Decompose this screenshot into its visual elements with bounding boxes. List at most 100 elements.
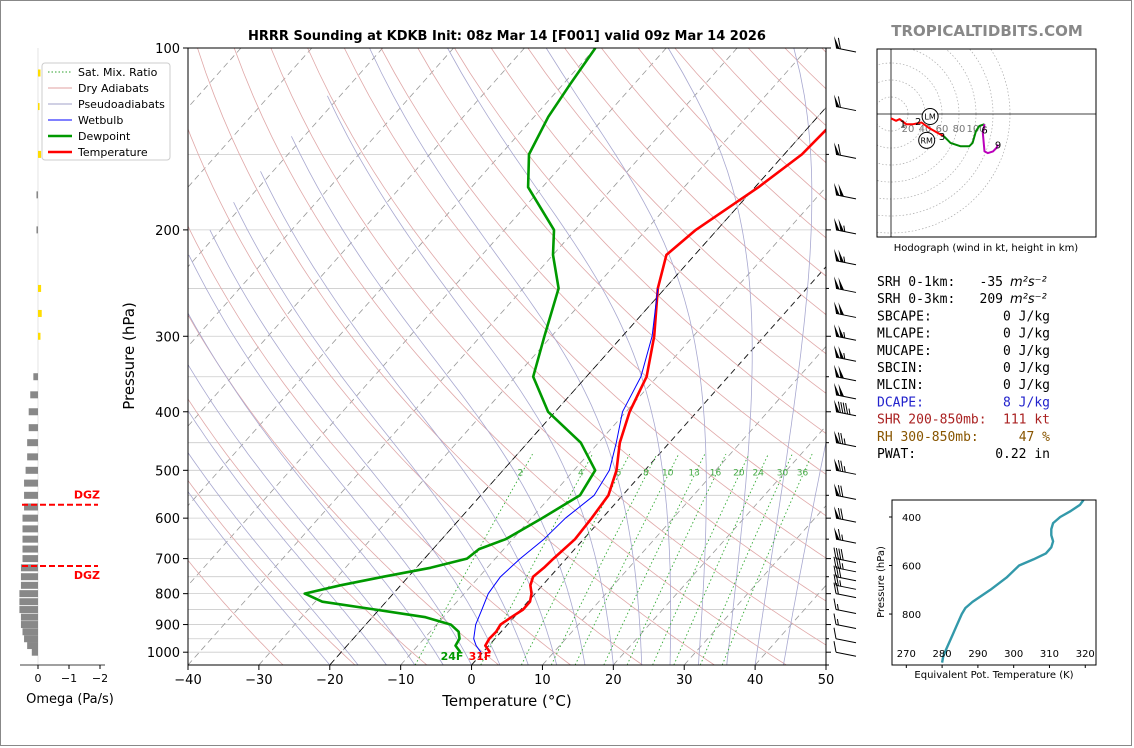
wind-barb — [834, 399, 857, 417]
barb-half — [836, 603, 839, 611]
mixing-ratio-line — [414, 453, 533, 665]
barb-flag — [834, 364, 840, 378]
index-label: SRH 0-1km: — [877, 275, 955, 290]
pseudoadiabat-line — [188, 490, 331, 665]
isotherm-line — [542, 345, 826, 665]
barb-full — [833, 627, 837, 639]
isotherm-line — [613, 425, 826, 665]
index-value: 0 J/kg — [1003, 378, 1050, 393]
barb-flag — [834, 483, 840, 497]
isotherm-line — [0, 48, 28, 665]
barb-full — [840, 548, 844, 561]
omega-tick-label: −1 — [61, 672, 77, 685]
dry-adiabat-line — [188, 127, 643, 665]
mixing-ratio-line — [626, 453, 727, 665]
x-tick-label: 10 — [534, 673, 551, 688]
skewt-axes: −40 −30 −20 −10 0 10 20 30 40 50 100 200 300 400 500 60… — [147, 42, 834, 688]
skewt-profiles — [303, 48, 826, 653]
barb-half — [843, 466, 846, 473]
barb-full — [838, 557, 842, 569]
barb-half — [843, 256, 846, 263]
wind-barb — [834, 430, 857, 448]
mixing-ratio-label: 4 — [578, 469, 584, 479]
omega-bar — [27, 439, 38, 447]
sounding-indices: SRH 0-1km: -35 m²s⁻² SRH 0-3km: 209 m²s⁻² SBCA… — [877, 275, 1050, 462]
mixing-ratio-line — [520, 453, 631, 665]
index-value: 0 J/kg — [1003, 361, 1050, 376]
barb-full — [837, 401, 841, 413]
pseudoadiabat-line — [188, 409, 387, 665]
theta-e-y-tick-label: 400 — [902, 513, 921, 524]
x-tick-label: −40 — [174, 673, 201, 688]
index-label: SRH 0-3km: — [877, 292, 955, 307]
theta-e-frame — [891, 499, 1097, 666]
barb-flag — [834, 248, 840, 262]
hodograph-ring-label: 80 — [953, 124, 966, 135]
barb-half — [841, 534, 844, 541]
theta-e-x-tick-label: 280 — [933, 649, 952, 660]
mixing-ratio-line — [574, 453, 680, 665]
omega-bar — [38, 150, 42, 158]
skewt-background-lines: 2 4 6 8 10 13 16 20 24 30 36 — [0, 48, 826, 665]
omega-bar — [38, 69, 41, 77]
mixing-ratio-label: 13 — [688, 469, 699, 479]
storm-motion-marker — [918, 131, 936, 149]
dry-adiabat-line — [601, 48, 826, 277]
index-value: 209 — [980, 292, 1003, 307]
wind-barb — [833, 641, 857, 657]
omega-bar — [19, 598, 38, 606]
barb-flag — [838, 383, 844, 397]
mixing-ratio-label: 2 — [517, 469, 523, 479]
barb-half — [843, 438, 846, 445]
wind-barb — [833, 574, 857, 590]
barb-flag — [834, 217, 840, 231]
dry-adiabat-line — [197, 48, 715, 665]
theta-e-y-tick-label: 800 — [902, 610, 921, 621]
index-row: PWAT: — [877, 447, 916, 462]
surface-temperature-label: 31F — [469, 650, 492, 663]
dry-adiabat-line — [270, 48, 826, 646]
hodograph-height-label: 3 — [939, 132, 945, 143]
theta-e-x-tick-label: 270 — [897, 649, 916, 660]
hodograph-ring-label: 60 — [936, 124, 949, 135]
skewt-plot-frame — [187, 47, 827, 666]
omega-bar — [24, 491, 38, 499]
pseudoadiabat-line — [188, 451, 359, 665]
dry-adiabat-line — [490, 48, 826, 394]
omega-bar — [38, 103, 40, 111]
index-row: RH 300-850mb: — [877, 430, 979, 445]
index-label: MLCAPE: — [877, 327, 932, 342]
omega-bar — [20, 613, 38, 621]
barb-full — [840, 508, 844, 520]
x-tick-label: 20 — [605, 673, 622, 688]
omega-bar — [38, 332, 41, 340]
index-label: SBCIN: — [877, 361, 924, 376]
omega-bar — [19, 606, 38, 614]
wind-barb — [833, 565, 857, 582]
wind-barb — [834, 458, 857, 475]
barb-full — [840, 460, 844, 472]
wind-barb — [833, 598, 857, 615]
omega-bar — [22, 535, 38, 543]
wind-barb — [834, 276, 857, 293]
omega-bar — [22, 555, 38, 563]
index-value: 111 kt — [1003, 413, 1050, 428]
dry-adiabat-line — [188, 314, 499, 665]
x-tick-label: −10 — [387, 673, 414, 688]
pseudoadiabat-line — [783, 439, 826, 665]
index-value: 0 J/kg — [1003, 327, 1050, 342]
brand-text: TROPICALTIDBITS.COM — [891, 22, 1083, 40]
y-tick-label: 600 — [155, 512, 180, 527]
omega-bar — [25, 466, 38, 474]
dry-adiabat-line — [233, 48, 787, 665]
mixing-ratio-label: 20 — [733, 469, 745, 479]
x-tick-label: 0 — [467, 673, 475, 688]
omega-bar — [20, 564, 38, 572]
theta-e-line — [940, 500, 1085, 663]
storm-motion-label: LM — [924, 113, 935, 122]
omega-bar — [28, 408, 38, 416]
hodograph-trace: 1 2 3 69 LM RM — [890, 108, 1001, 155]
pseudoadiabat-line — [233, 202, 529, 665]
